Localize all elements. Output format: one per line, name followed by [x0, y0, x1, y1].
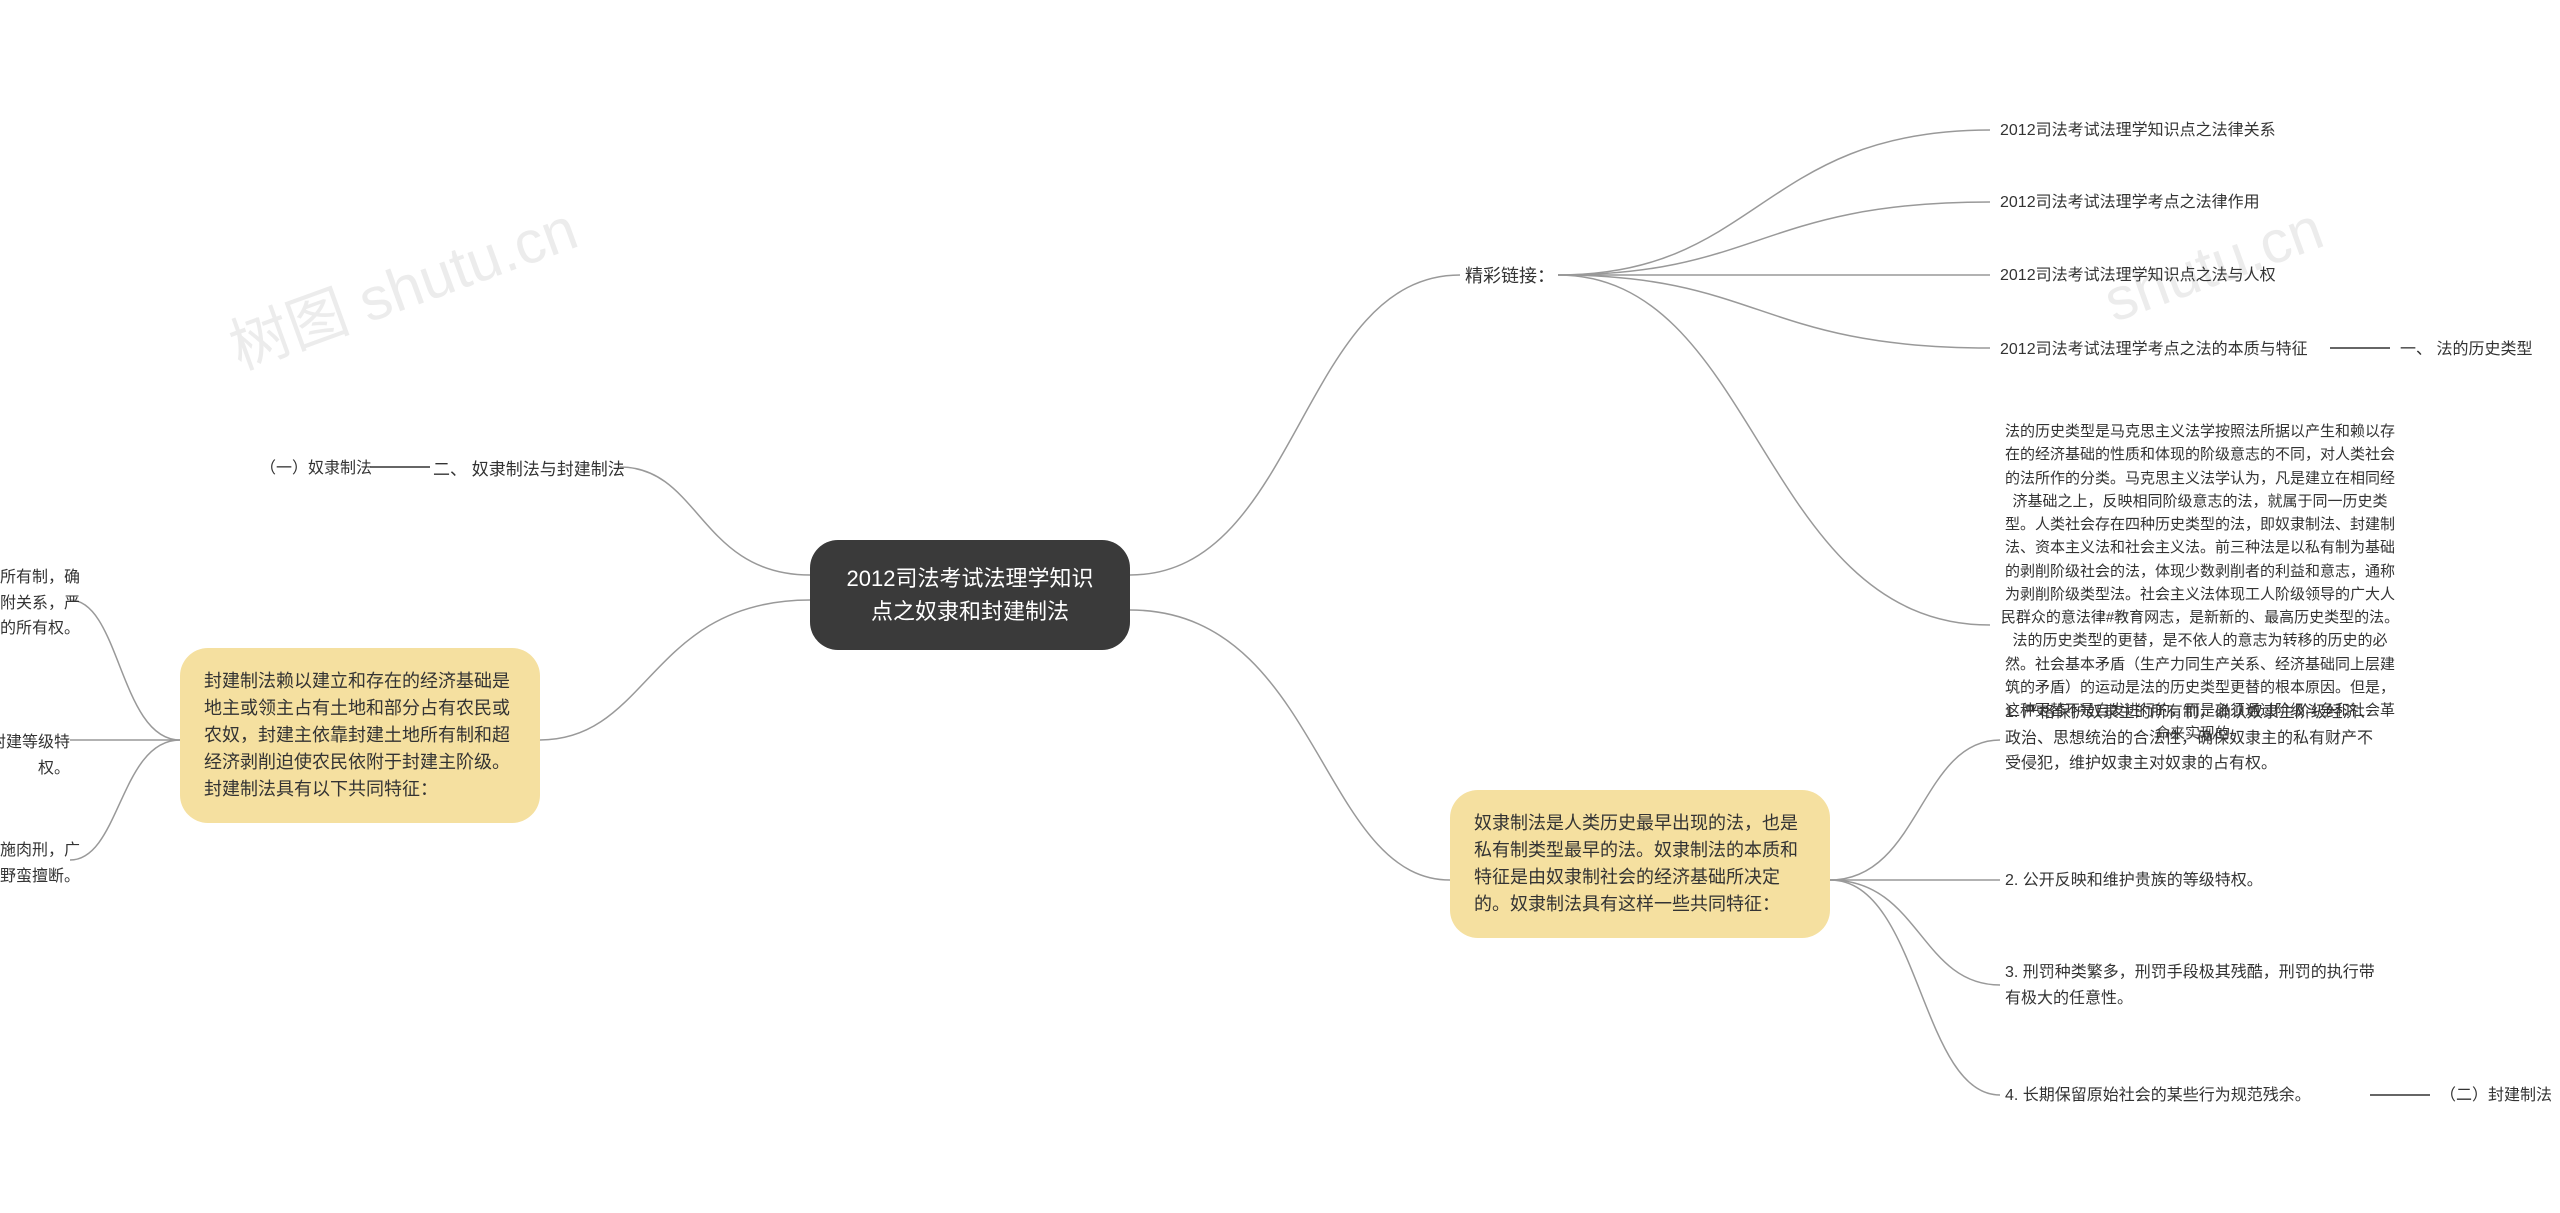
history-type-title: 一、 法的历史类型: [2400, 337, 2532, 363]
links-title: 精彩链接：: [1465, 262, 1555, 291]
link-item-2: 2012司法考试法理学考点之法律作用: [2000, 190, 2260, 216]
slave-point-3: 3. 刑罚种类繁多，刑罚手段极其残酷，刑罚的执行带有极大的任意性。: [2005, 960, 2385, 1011]
feudal-intro-node: 封建制法赖以建立和存在的经济基础是地主或领主占有土地和部分占有农民或农奴，封建主…: [180, 648, 540, 823]
feudal-sub-title: （二）封建制法: [2440, 1083, 2552, 1109]
feudal-point-2: 2. 确认和维护封建等级特权。: [0, 730, 70, 781]
slave-point-1: 1. 严格保护奴隶主的所有制，确认奴隶主阶级经济、政治、思想统治的合法性，确保奴…: [2005, 700, 2385, 777]
slave-intro-node: 奴隶制法是人类历史最早出现的法，也是私有制类型最早的法。奴隶制法的本质和特征是由…: [1450, 790, 1830, 938]
feudal-point-1: 1. 维护地主阶级的土地所有制，确认农民对封建地主的依附关系，严格保护封建土地的…: [0, 565, 80, 642]
history-paragraph: 法的历史类型是马克思主义法学按照法所据以产生和赖以存在的经济基础的性质和体现的阶…: [2000, 420, 2400, 746]
slave-sub-title: （一）奴隶制法: [260, 456, 372, 482]
link-item-4: 2012司法考试法理学考点之法的本质与特征: [2000, 337, 2308, 363]
center-node: 2012司法考试法理学知识点之奴隶和封建制法: [810, 540, 1130, 650]
watermark-1: 树图 shutu.cn: [216, 180, 587, 386]
slave-point-2: 2. 公开反映和维护贵族的等级特权。: [2005, 868, 2263, 894]
slave-feudal-title: 二、 奴隶制法与封建制法: [433, 456, 625, 483]
slave-point-4: 4. 长期保留原始社会的某些行为规范残余。: [2005, 1083, 2311, 1109]
link-item-3: 2012司法考试法理学知识点之法与人权: [2000, 263, 2276, 289]
feudal-point-3: 3. 刑罚酷烈，罪名繁多，滥施肉刑，广为株连，野蛮擅断。: [0, 838, 80, 889]
link-item-1: 2012司法考试法理学知识点之法律关系: [2000, 118, 2276, 144]
